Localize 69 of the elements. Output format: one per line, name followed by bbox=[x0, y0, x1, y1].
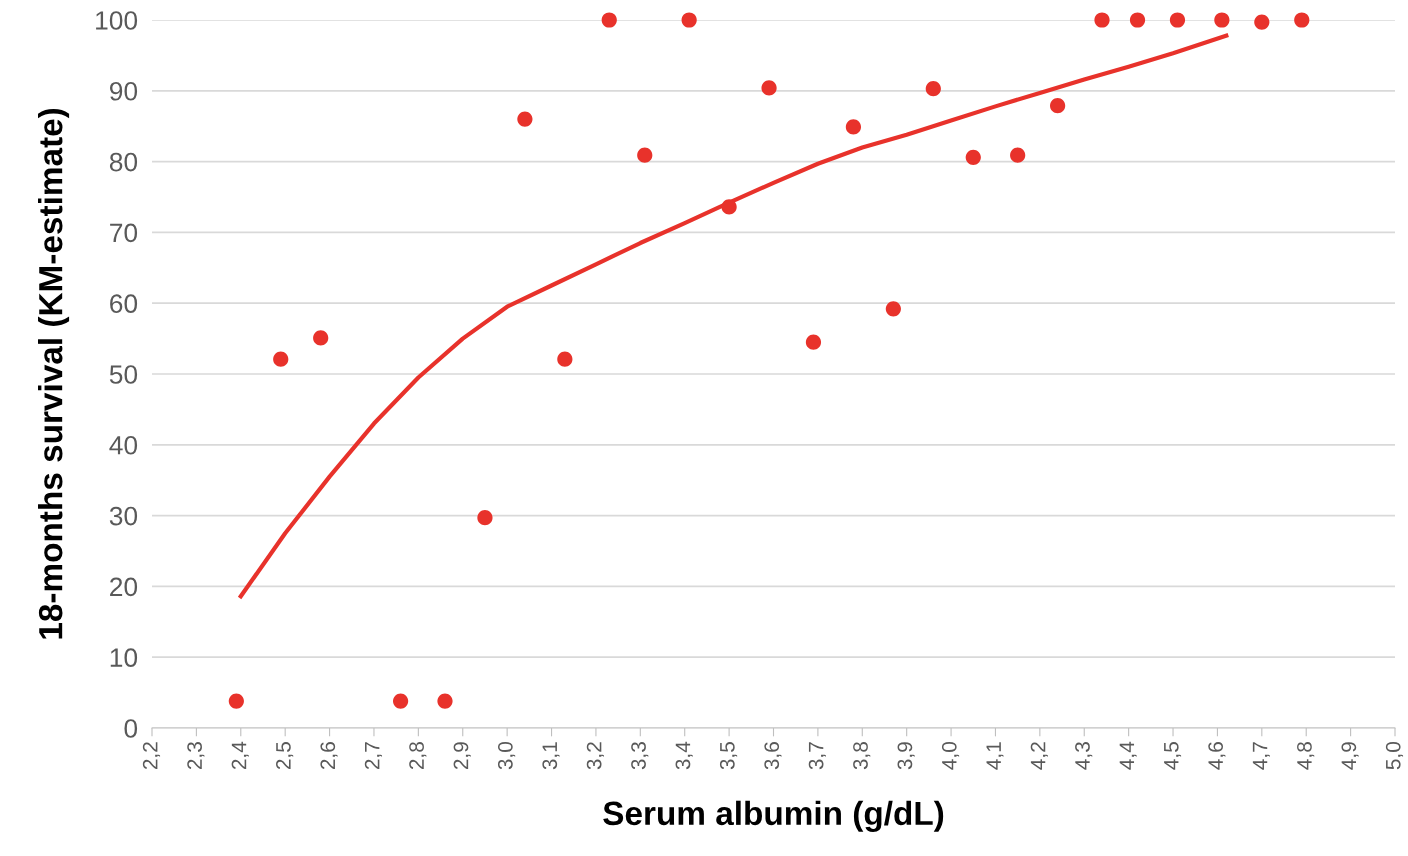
point bbox=[313, 330, 329, 346]
point bbox=[761, 80, 777, 96]
x-tick-label: 4,3 bbox=[1075, 742, 1093, 770]
y-tick-label: 80 bbox=[109, 152, 138, 172]
x-tick-label: 4,6 bbox=[1208, 742, 1226, 770]
point bbox=[1169, 12, 1186, 28]
x-tick-label: 2,7 bbox=[364, 742, 383, 770]
y-tick-label: 90 bbox=[110, 81, 138, 101]
x-tick-label: 3,4 bbox=[675, 741, 693, 770]
y-tick-label: 30 bbox=[109, 506, 138, 526]
point bbox=[517, 111, 533, 127]
point bbox=[805, 334, 822, 350]
point bbox=[637, 147, 653, 163]
x-tick-label: 3,9 bbox=[897, 742, 915, 770]
line-series bbox=[238, 33, 1229, 599]
point bbox=[1050, 98, 1066, 114]
x-tick-label: 3,3 bbox=[631, 742, 649, 770]
point bbox=[392, 693, 409, 709]
x-tick-label: 4,1 bbox=[986, 742, 1004, 770]
point bbox=[477, 510, 493, 526]
point bbox=[437, 693, 453, 709]
x-tick-label: 2,3 bbox=[187, 742, 205, 770]
point bbox=[228, 693, 244, 709]
point bbox=[1294, 12, 1310, 28]
y-tick-label: 10 bbox=[110, 648, 138, 668]
x-tick-label: 3,5 bbox=[719, 742, 738, 770]
point bbox=[273, 351, 289, 367]
point bbox=[1010, 147, 1026, 163]
x-tick-label: 3,6 bbox=[764, 742, 782, 770]
point bbox=[1094, 12, 1110, 28]
x-tick-label: 3,7 bbox=[808, 742, 826, 770]
y-tick-label: 0 bbox=[124, 719, 138, 738]
point bbox=[1254, 14, 1270, 30]
x-tick-label: 2,4 bbox=[231, 741, 249, 770]
point bbox=[1129, 12, 1146, 28]
point bbox=[1214, 12, 1230, 28]
point bbox=[557, 351, 573, 367]
x-tick-label: 3,1 bbox=[542, 742, 560, 770]
y-tick-label: 40 bbox=[109, 435, 138, 455]
x-tick-label: 2,2 bbox=[142, 742, 161, 770]
point bbox=[721, 199, 737, 215]
point bbox=[925, 81, 941, 97]
x-tick-label: 4,4 bbox=[1119, 741, 1137, 770]
point bbox=[681, 12, 697, 28]
x-tick-label: 4,9 bbox=[1341, 742, 1359, 770]
x-tick-label: 3,8 bbox=[853, 742, 871, 770]
point bbox=[601, 12, 617, 28]
y-tick-label: 70 bbox=[110, 223, 138, 243]
x-tick-label: 4,2 bbox=[1030, 742, 1048, 770]
x-tick-label: 5,0 bbox=[1385, 742, 1404, 770]
y-tick-label: 100 bbox=[96, 11, 138, 30]
x-tick-label: 2,6 bbox=[320, 742, 338, 770]
point bbox=[845, 119, 862, 135]
y-tick-label: 20 bbox=[110, 577, 138, 597]
x-tick-label: 3,0 bbox=[497, 742, 516, 770]
point bbox=[885, 301, 901, 317]
y-tick-label: 50 bbox=[109, 365, 138, 384]
x-tick-label: 4,0 bbox=[941, 742, 960, 770]
x-tick-label: 2,8 bbox=[409, 742, 427, 770]
x-axis-title: Serum albumin (g/dL) bbox=[603, 800, 944, 832]
x-tick-label: 4,5 bbox=[1164, 742, 1182, 770]
x-tick-label: 4,8 bbox=[1297, 742, 1315, 770]
y-axis-title: 18-months survival (KM-estimate) bbox=[38, 108, 70, 639]
x-tick-label: 3,2 bbox=[586, 742, 604, 770]
x-tick-label: 2,9 bbox=[453, 742, 471, 770]
x-tick-label: 4,7 bbox=[1252, 742, 1270, 770]
point bbox=[965, 149, 981, 165]
x-tick-label: 2,5 bbox=[276, 742, 294, 770]
y-tick-label: 60 bbox=[110, 294, 138, 314]
